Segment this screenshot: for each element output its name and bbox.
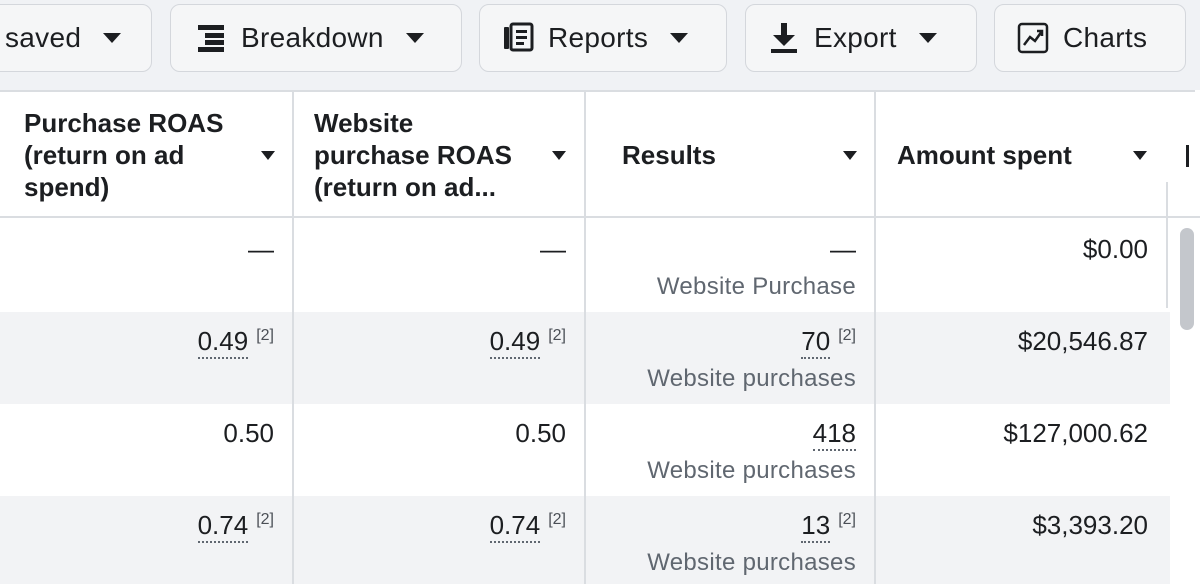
scrollbar-thumb[interactable] — [1180, 228, 1194, 330]
amount-spent-value: $3,393.20 — [1032, 510, 1148, 540]
results-value: — — [830, 234, 856, 264]
website-roas-value: 0.74 [2] — [489, 510, 566, 543]
sort-caret-icon[interactable] — [843, 151, 857, 160]
sort-caret-icon[interactable] — [552, 151, 566, 160]
purchase-roas-value: 0.74 [2] — [197, 510, 274, 543]
results-number[interactable]: 70 — [801, 326, 831, 359]
cell-purchase-roas: — — [0, 220, 292, 312]
results-value: 418 — [812, 418, 856, 451]
results-type-label: Website purchases — [647, 365, 856, 392]
caret-down-icon — [670, 33, 689, 43]
column-divider[interactable] — [874, 92, 876, 584]
column-divider[interactable] — [584, 92, 586, 584]
sort-caret-icon[interactable] — [261, 151, 275, 160]
reports-dropdown[interactable]: Reports — [479, 4, 727, 72]
website-roas-value: — — [540, 234, 566, 264]
column-header-purchase-roas[interactable]: Purchase ROAS (return on ad spend) — [0, 92, 292, 218]
website-roas-value: 0.49 [2] — [489, 326, 566, 359]
caret-down-icon — [918, 33, 937, 43]
chart-icon — [1017, 21, 1049, 55]
breakdown-dropdown[interactable]: Breakdown — [170, 4, 462, 72]
charts-label: Charts — [1063, 22, 1148, 53]
cell-results: 13 [2] Website purchases — [586, 496, 874, 584]
footnote-marker[interactable]: [2] — [838, 327, 856, 344]
column-divider[interactable] — [292, 92, 294, 584]
reports-icon — [502, 21, 534, 55]
column-header-label: Purchase ROAS (return on ad spend) — [24, 108, 224, 202]
column-header-results[interactable]: Results — [586, 92, 874, 218]
cell-results: — Website Purchase — [586, 220, 874, 312]
breakdown-label: Breakdown — [241, 22, 384, 53]
cell-purchase-roas: 0.74 [2] — [0, 496, 292, 584]
cell-website-roas: — — [294, 220, 584, 312]
toolbar: saved Breakdown Reports — [0, 0, 1200, 90]
results-type-label: Website purchases — [647, 549, 856, 576]
sort-caret-icon[interactable] — [1133, 151, 1147, 160]
footnote-marker[interactable]: [2] — [548, 327, 566, 344]
results-value: 70 [2] — [801, 326, 856, 359]
download-icon — [768, 21, 800, 55]
cell-purchase-roas: 0.50 — [0, 404, 292, 496]
caret-down-icon — [405, 33, 424, 43]
table-header-row: Purchase ROAS (return on ad spend) Websi… — [0, 92, 1200, 218]
cell-website-roas: 0.50 — [294, 404, 584, 496]
cell-amount-spent: $3,393.20 — [876, 496, 1166, 584]
table-top-border — [0, 90, 1195, 92]
amount-spent-value: $20,546.87 — [1017, 326, 1148, 356]
caret-down-icon — [103, 33, 122, 43]
saved-label: saved — [5, 22, 82, 53]
footnote-marker[interactable]: [2] — [256, 511, 274, 528]
saved-views-dropdown[interactable]: saved — [0, 4, 152, 72]
website-roas-number[interactable]: 0.74 — [489, 510, 541, 543]
column-header-label: Amount spent — [897, 140, 1072, 170]
purchase-roas-value: 0.50 — [223, 418, 274, 448]
cell-results: 418 Website purchases — [586, 404, 874, 496]
purchase-roas-number[interactable]: 0.49 — [197, 326, 249, 359]
table-row[interactable]: 0.50 0.50 418 Website purchases $127,000… — [0, 404, 1170, 496]
data-table: Purchase ROAS (return on ad spend) Websi… — [0, 90, 1200, 584]
column-header-label: Website purchase ROAS (return on ad... — [314, 108, 512, 202]
amount-spent-value: $0.00 — [1082, 234, 1148, 264]
footnote-marker[interactable]: [2] — [838, 511, 856, 528]
export-dropdown[interactable]: Export — [745, 4, 977, 72]
results-type-label: Website purchases — [647, 457, 856, 484]
cell-amount-spent: $20,546.87 — [876, 312, 1166, 404]
cell-amount-spent: $127,000.62 — [876, 404, 1166, 496]
cell-website-roas: 0.49 [2] — [294, 312, 584, 404]
footnote-marker[interactable]: [2] — [256, 327, 274, 344]
next-column-header-fragment — [1186, 145, 1189, 167]
charts-button[interactable]: Charts — [994, 4, 1186, 72]
results-number[interactable]: 13 — [801, 510, 831, 543]
website-roas-number[interactable]: 0.49 — [489, 326, 541, 359]
purchase-roas-number[interactable]: 0.74 — [197, 510, 249, 543]
cell-website-roas: 0.74 [2] — [294, 496, 584, 584]
website-roas-value: 0.50 — [515, 418, 566, 448]
cell-amount-spent: $0.00 — [876, 220, 1166, 312]
purchase-roas-value: 0.49 [2] — [197, 326, 274, 359]
reports-label: Reports — [548, 22, 649, 53]
table-row[interactable]: — — — Website Purchase $0.00 — [0, 220, 1170, 312]
results-number[interactable]: 418 — [812, 418, 856, 451]
breakdown-icon — [195, 21, 227, 55]
column-header-website-purchase-roas[interactable]: Website purchase ROAS (return on ad... — [294, 92, 584, 218]
column-header-amount-spent[interactable]: Amount spent — [876, 92, 1166, 218]
column-header-label: Results — [622, 140, 716, 170]
cell-purchase-roas: 0.49 [2] — [0, 312, 292, 404]
export-label: Export — [814, 22, 897, 53]
column-divider[interactable] — [1166, 182, 1168, 308]
cell-results: 70 [2] Website purchases — [586, 312, 874, 404]
results-type-label: Website Purchase — [656, 273, 856, 300]
purchase-roas-value: — — [248, 234, 274, 264]
amount-spent-value: $127,000.62 — [1003, 418, 1148, 448]
results-value: 13 [2] — [801, 510, 856, 543]
footnote-marker[interactable]: [2] — [548, 511, 566, 528]
